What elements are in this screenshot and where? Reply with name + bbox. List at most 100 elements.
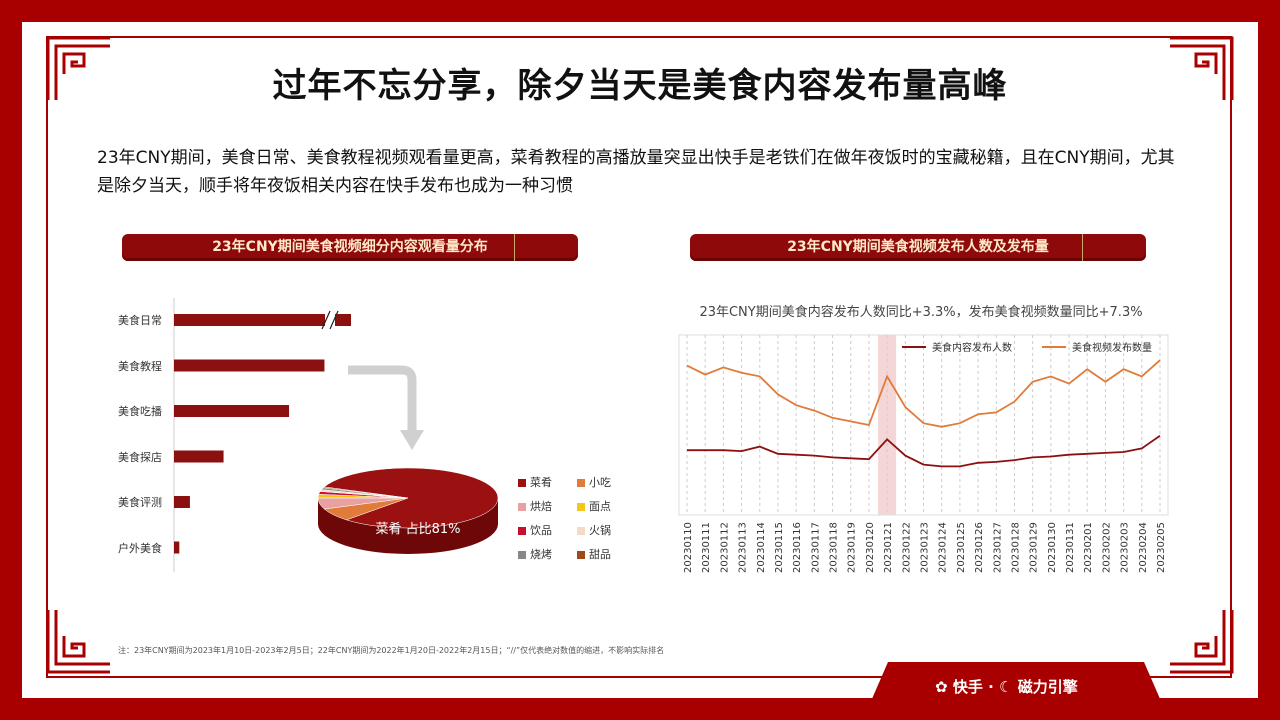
bar-category-label: 美食吃播 bbox=[118, 405, 162, 418]
pie-chart bbox=[317, 467, 499, 554]
legend-swatch bbox=[577, 479, 585, 487]
x-tick-label: 20230126 bbox=[974, 522, 985, 573]
pie-legend-item: 烧烤 bbox=[518, 546, 552, 562]
legend-swatch bbox=[577, 551, 585, 559]
pie-legend-item: 饮品 bbox=[518, 522, 552, 538]
x-tick-label: 20230114 bbox=[756, 522, 767, 573]
bar-category-label: 美食评测 bbox=[118, 496, 162, 509]
x-tick-label: 20230116 bbox=[792, 522, 803, 573]
legend-swatch bbox=[518, 479, 526, 487]
pie-slice bbox=[322, 486, 409, 499]
pie-legend-item: 火锅 bbox=[577, 522, 611, 538]
x-tick-label: 20230120 bbox=[865, 522, 876, 573]
x-tick-label: 20230118 bbox=[829, 522, 840, 573]
page-title: 过年不忘分享，除夕当天是美食内容发布量高峰 bbox=[272, 66, 1008, 106]
axis-break-mark bbox=[329, 310, 339, 330]
x-tick-label: 20230201 bbox=[1083, 522, 1094, 573]
x-tick-label: 20230128 bbox=[1010, 522, 1021, 573]
x-tick-label: 20230204 bbox=[1138, 522, 1149, 573]
pie-side bbox=[318, 498, 498, 554]
footer-ribbon bbox=[868, 662, 1164, 708]
banner-divider bbox=[514, 234, 515, 261]
x-tick-label: 20230203 bbox=[1120, 522, 1131, 573]
series-line bbox=[686, 359, 1161, 428]
legend-label: 烘焙 bbox=[530, 500, 552, 513]
pie-legend-item: 菜肴 bbox=[518, 474, 552, 490]
x-tick-label: 20230112 bbox=[719, 522, 730, 573]
right-chart-banner-text: 23年CNY期间美食视频发布人数及发布量 bbox=[787, 239, 1049, 255]
x-tick-label: 20230127 bbox=[992, 522, 1003, 573]
pie-slice bbox=[323, 467, 499, 529]
x-tick-label: 20230122 bbox=[901, 522, 912, 573]
legend-label: 烧烤 bbox=[530, 548, 552, 561]
line-chart-subtitle: 23年CNY期间美食内容发布人数同比+3.3%，发布美食视频数量同比+7.3% bbox=[699, 305, 1143, 320]
x-tick-label: 20230131 bbox=[1065, 522, 1076, 573]
bar bbox=[174, 359, 325, 372]
kuaishou-logo-icon: ✿ bbox=[935, 678, 948, 696]
legend-swatch bbox=[518, 551, 526, 559]
pie-legend-item: 烘焙 bbox=[518, 498, 552, 514]
legend-swatch bbox=[577, 503, 585, 511]
bar bbox=[174, 405, 290, 417]
legend-label: 饮品 bbox=[530, 524, 552, 537]
banner-divider bbox=[1082, 234, 1083, 261]
bar bbox=[174, 496, 190, 508]
left-chart-banner-text: 23年CNY期间美食视频细分内容观看量分布 bbox=[212, 239, 488, 255]
left-chart-banner: 23年CNY期间美食视频细分内容观看量分布 bbox=[122, 234, 578, 261]
arrow-head-icon bbox=[400, 430, 424, 450]
x-tick-label: 20230205 bbox=[1156, 522, 1167, 573]
pie-legend-item: 小吃 bbox=[577, 474, 611, 490]
arrow-icon bbox=[348, 365, 417, 432]
axis-break-gap bbox=[325, 312, 335, 328]
footer-separator: · bbox=[988, 678, 994, 696]
corner-ornament-bottom-left bbox=[46, 610, 110, 674]
legend-label: 火锅 bbox=[589, 524, 611, 537]
right-chart-banner: 23年CNY期间美食视频发布人数及发布量 bbox=[690, 234, 1146, 261]
bar bbox=[174, 541, 180, 554]
bar-category-label: 美食教程 bbox=[118, 359, 162, 373]
line-chart: 20230110 20230111 20230112 20230113 20230114… bbox=[678, 334, 1169, 573]
footer-brand-kuaishou: 快手 bbox=[952, 678, 983, 696]
footnote: 注：23年CNY期间为2023年1月10日-2023年2月5日；22年CNY期间… bbox=[118, 646, 665, 655]
x-tick-label: 20230115 bbox=[774, 522, 785, 573]
x-tick-label: 20230117 bbox=[810, 522, 821, 573]
x-tick-label: 20230125 bbox=[956, 522, 967, 573]
pie-center-label: 菜肴 占比81% bbox=[375, 522, 461, 537]
bar-category-label: 美食日常 bbox=[118, 314, 162, 327]
bar-chart bbox=[173, 298, 424, 572]
x-tick-label: 20230113 bbox=[738, 522, 749, 573]
bar-category-label: 户外美食 bbox=[118, 541, 162, 555]
cili-logo-icon: ☾ bbox=[999, 678, 1013, 696]
x-tick-label: 20230202 bbox=[1101, 522, 1112, 573]
legend-swatch bbox=[577, 527, 585, 535]
x-tick-label: 20230119 bbox=[847, 522, 858, 573]
bar-category-label: 美食探店 bbox=[118, 450, 162, 464]
pie-legend-item: 甜品 bbox=[577, 546, 611, 562]
legend-label: 面点 bbox=[589, 500, 611, 513]
corner-ornament-bottom-right bbox=[1170, 610, 1234, 674]
page-description: 23年CNY期间，美食日常、美食教程视频观看量更高，菜肴教程的高播放量突显出快手… bbox=[97, 148, 1175, 196]
footer-brand: ✿ 快手 · ☾ 磁力引擎 bbox=[935, 676, 1078, 697]
inner-border bbox=[46, 36, 1232, 678]
legend-label: 菜肴 bbox=[530, 476, 552, 489]
legend-swatch bbox=[518, 503, 526, 511]
x-tick-label: 20230123 bbox=[920, 522, 931, 573]
legend-label: 美食视频发布数量 bbox=[1072, 341, 1152, 354]
pie-legend-item: 面点 bbox=[577, 498, 611, 514]
x-tick-label: 20230110 bbox=[683, 522, 694, 573]
x-tick-label: 20230129 bbox=[1029, 522, 1040, 573]
x-tick-label: 20230121 bbox=[883, 522, 894, 573]
x-tick-label: 20230130 bbox=[1047, 522, 1058, 573]
legend-label: 小吃 bbox=[589, 476, 611, 489]
axis-break-mark bbox=[321, 310, 331, 330]
series-line bbox=[687, 435, 1161, 468]
corner-ornament-top-right bbox=[1170, 36, 1234, 100]
bar bbox=[174, 314, 351, 326]
corner-ornament-top-left bbox=[46, 36, 110, 100]
x-tick-label: 20230124 bbox=[938, 522, 949, 573]
legend-label: 美食内容发布人数 bbox=[932, 341, 1012, 354]
legend-swatch bbox=[518, 527, 526, 535]
bar bbox=[174, 450, 224, 463]
footer-brand-cili: 磁力引擎 bbox=[1017, 678, 1078, 696]
x-tick-label: 20230111 bbox=[701, 522, 712, 573]
